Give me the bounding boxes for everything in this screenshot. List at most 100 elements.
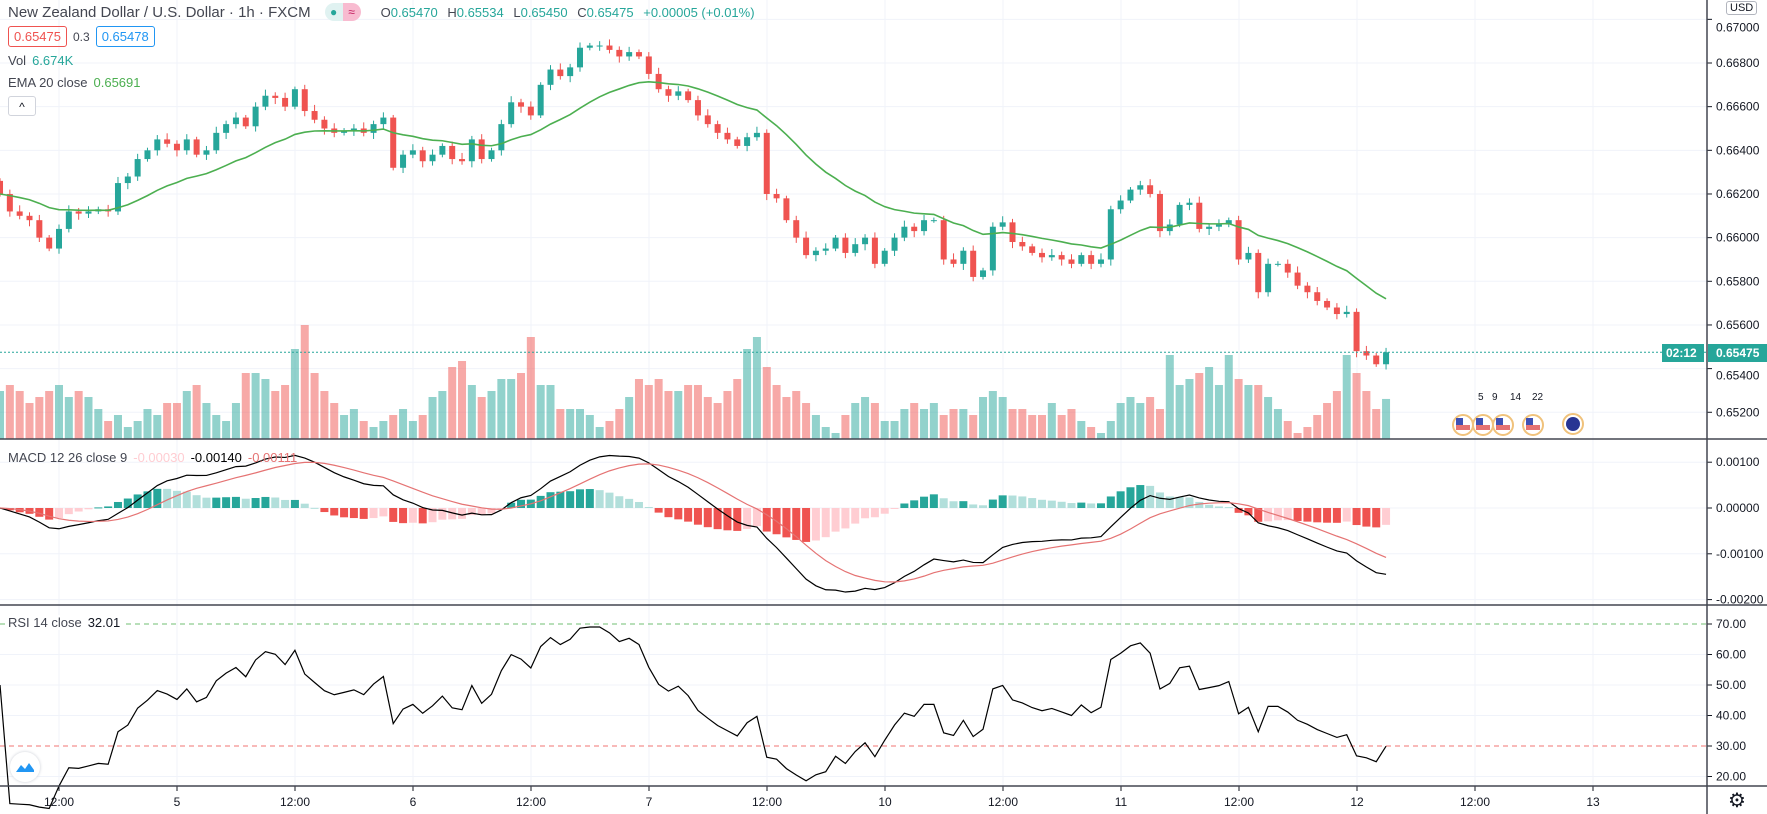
candle — [26, 212, 33, 227]
volume-bar — [575, 409, 584, 439]
candle — [1156, 190, 1163, 238]
candle-body — [26, 215, 33, 221]
candle-body — [1245, 252, 1252, 260]
tradingview-logo-icon[interactable] — [10, 752, 40, 782]
candle-body — [537, 84, 544, 116]
candle — [409, 144, 416, 159]
volume-bar — [448, 367, 457, 439]
price-axis-label: 0.65600 — [1716, 318, 1760, 332]
symbol-legend[interactable]: New Zealand Dollar / U.S. Dollar · 1h · … — [8, 3, 761, 21]
macd-histogram-bar — [379, 508, 388, 517]
candle-body — [842, 237, 849, 253]
candle-body — [832, 237, 839, 249]
approx-icon: ≈ — [342, 3, 361, 21]
candle-body — [1029, 246, 1036, 253]
event-count: 14 — [1510, 392, 1522, 403]
macd-histogram-bar — [1146, 485, 1155, 508]
candle-body — [183, 139, 190, 151]
candle — [183, 134, 190, 155]
macd-axis-label: -0.00100 — [1716, 547, 1764, 561]
flag-canton — [1476, 418, 1483, 425]
volume-bar — [399, 409, 408, 439]
currency-button[interactable]: USD — [1726, 1, 1758, 15]
volume-bar — [674, 391, 683, 439]
candle-body — [744, 137, 751, 146]
macd-histogram-bar — [1244, 508, 1253, 516]
event-count: 5 — [1478, 392, 1484, 403]
macd-histogram-bar — [330, 508, 339, 516]
candle-body — [930, 220, 937, 222]
candle — [744, 132, 751, 152]
macd-histogram-bar — [202, 497, 211, 508]
macd-histogram-bar — [35, 508, 44, 517]
bar-countdown-label: 02:12 — [1662, 344, 1704, 362]
volume-bar — [1175, 385, 1184, 439]
candle-body — [75, 211, 82, 214]
macd-axis-label: 0.00000 — [1716, 501, 1760, 515]
candle — [567, 63, 574, 83]
macd-histogram-bar — [55, 508, 63, 519]
macd-histogram-bar — [841, 508, 850, 529]
macd-histogram-bar — [1008, 495, 1017, 508]
volume-bar — [271, 391, 280, 439]
macd-histogram-bar — [1106, 496, 1115, 508]
spread-value: 0.3 — [73, 29, 90, 44]
settings-gear-icon[interactable]: ⚙ — [1728, 790, 1746, 812]
collapse-legend-button[interactable]: ^ — [8, 96, 36, 116]
macd-histogram-bar — [1018, 496, 1027, 508]
symbol-title[interactable]: New Zealand Dollar / U.S. Dollar · 1h · … — [8, 3, 311, 21]
candle — [419, 146, 426, 168]
rsi-legend[interactable]: RSI 14 close 32.01 — [8, 615, 125, 630]
volume-bar — [1057, 415, 1066, 439]
macd-histogram-bar — [585, 489, 594, 508]
candle — [1274, 261, 1281, 267]
volume-bar — [615, 409, 624, 439]
buy-button[interactable]: 0.65478 — [95, 26, 155, 47]
volume-bar — [15, 391, 24, 439]
volume-bar — [300, 325, 309, 439]
macd-legend[interactable]: MACD 12 26 close 9 -0.00030 -0.00140 -0.… — [8, 450, 297, 465]
candle — [468, 135, 475, 168]
volume-bar — [1008, 409, 1017, 439]
macd-histogram-bar — [821, 508, 830, 538]
macd-histogram-bar — [890, 508, 899, 509]
status-badge[interactable]: ● ≈ — [324, 3, 361, 21]
candle — [1373, 352, 1380, 367]
volume-bar — [5, 385, 14, 439]
candle-body — [1019, 242, 1026, 247]
candle — [252, 102, 259, 132]
candle-body — [1333, 307, 1340, 315]
candle-body — [449, 145, 456, 160]
candle — [616, 46, 623, 63]
candle-body — [586, 45, 593, 48]
volume-bar — [1195, 373, 1204, 439]
nz-flag-event-icon — [1562, 413, 1584, 435]
time-axis-label: 11 — [1115, 795, 1128, 809]
volume-bar — [556, 409, 565, 439]
volume-bar — [477, 397, 486, 439]
volume-legend[interactable]: Vol 6.674K — [8, 53, 73, 68]
price-axis-label: 0.66000 — [1716, 231, 1760, 245]
ema-legend[interactable]: EMA 20 close 0.65691 — [8, 75, 141, 90]
volume-bar — [428, 397, 437, 439]
sell-button[interactable]: 0.65475 — [8, 26, 67, 47]
flag-stripes — [1526, 425, 1540, 430]
candle — [321, 116, 328, 135]
macd-histogram-bar — [74, 508, 83, 512]
candle-body — [400, 154, 407, 168]
macd-histogram-bar — [762, 508, 771, 532]
candle-body — [439, 145, 446, 155]
volume-bar — [349, 409, 358, 439]
time-axis-label: 10 — [878, 795, 892, 809]
macd-histogram-bar — [703, 508, 712, 528]
volume-bar — [1146, 397, 1155, 439]
candle — [694, 95, 701, 121]
candle — [930, 217, 937, 223]
candle-body — [871, 237, 878, 264]
high-label: H — [447, 4, 457, 20]
macd-signal-value: -0.00111 — [247, 450, 298, 465]
volume-bar — [959, 409, 968, 439]
volume-bar — [1372, 409, 1381, 439]
candle — [488, 147, 495, 162]
